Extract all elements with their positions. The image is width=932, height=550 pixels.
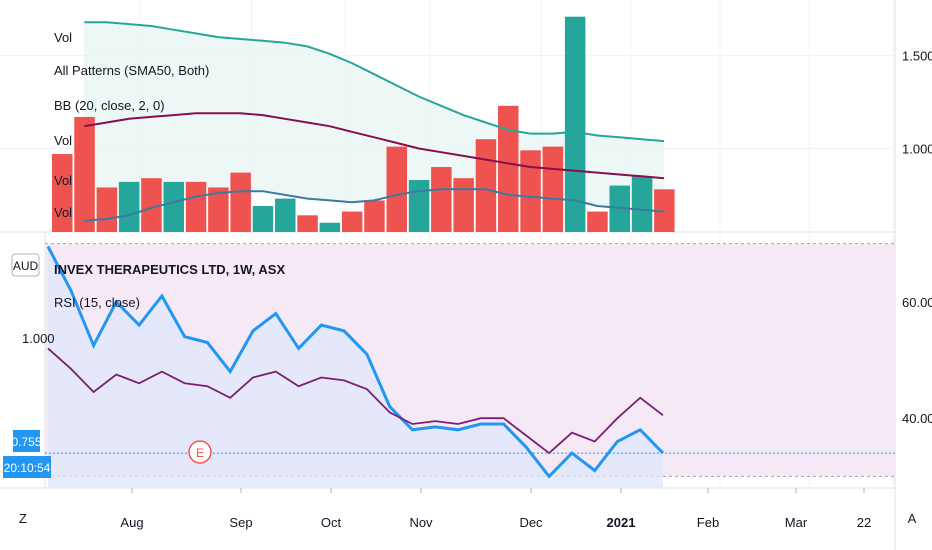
x-tick-6: Feb bbox=[697, 515, 719, 530]
volume-bar-13 bbox=[341, 211, 363, 232]
x-tick-2: Oct bbox=[321, 515, 342, 530]
volume-bar-22 bbox=[542, 146, 564, 232]
volume-bar-12 bbox=[319, 222, 341, 232]
y-tick-left-0: 1.000 bbox=[22, 331, 55, 346]
y-tick-bottom-1: 40.00 bbox=[902, 411, 932, 426]
bollinger-basis-line bbox=[84, 112, 665, 180]
volume-bar-26 bbox=[631, 176, 653, 232]
volume-bar-14 bbox=[364, 200, 385, 232]
x-tick-5: 2021 bbox=[607, 515, 636, 530]
bollinger-upper-line bbox=[84, 21, 665, 143]
bottom-legend: INVEX THERAPEUTICS LTD, 1W, ASX RSI (15,… bbox=[54, 262, 285, 310]
earnings-marker-letter: E bbox=[196, 446, 204, 460]
volume-bar-20 bbox=[498, 105, 519, 232]
legend-symbol[interactable]: INVEX THERAPEUTICS LTD, 1W, ASX bbox=[54, 262, 285, 277]
volume-bar-8 bbox=[230, 172, 251, 232]
volume-bar-17 bbox=[431, 167, 452, 232]
price-line bbox=[46, 245, 665, 479]
auto-scale-button[interactable]: A bbox=[908, 511, 917, 526]
bollinger-band-fill bbox=[84, 22, 665, 221]
volume-bar-9 bbox=[252, 206, 274, 232]
bollinger-lower-line bbox=[84, 188, 665, 222]
volume-bar-2 bbox=[96, 187, 118, 232]
legend-all-patterns[interactable]: All Patterns (SMA50, Both) bbox=[54, 63, 209, 78]
y-tick-top-0: 1.500 bbox=[902, 49, 932, 64]
volume-bar-21 bbox=[520, 150, 541, 232]
price-tag-time-bg bbox=[3, 456, 51, 478]
currency-badge[interactable]: AUD bbox=[11, 253, 40, 277]
volume-pane bbox=[52, 16, 675, 233]
rsi-line bbox=[47, 347, 664, 455]
volume-bar-15 bbox=[386, 146, 407, 232]
volume-bar-3 bbox=[118, 181, 140, 232]
price-area-fill bbox=[48, 246, 663, 488]
legend-vol-2[interactable]: Vol bbox=[54, 133, 72, 148]
earnings-marker[interactable]: E bbox=[188, 440, 212, 464]
y-tick-top-1: 1.000 bbox=[902, 141, 932, 156]
volume-bar-27 bbox=[654, 189, 675, 232]
volume-bar-11 bbox=[297, 215, 318, 232]
volume-bars bbox=[52, 16, 675, 233]
volume-bar-18 bbox=[453, 178, 474, 232]
currency-badge-box bbox=[11, 253, 40, 277]
top-legend: Vol All Patterns (SMA50, Both) BB (20, c… bbox=[54, 30, 209, 220]
zoom-corner-button[interactable]: Z bbox=[19, 511, 27, 526]
legend-vol-3[interactable]: Vol bbox=[54, 173, 72, 188]
y-tick-bottom-0: 60.00 bbox=[902, 295, 932, 310]
earnings-marker-circle bbox=[188, 440, 212, 464]
price-tag-value: 0.755 bbox=[11, 435, 41, 449]
volume-bar-1 bbox=[74, 116, 95, 232]
y-axis-right-top[interactable]: 1.500 1.000 bbox=[902, 49, 932, 157]
volume-bar-24 bbox=[587, 211, 608, 232]
volume-bar-7 bbox=[208, 187, 229, 232]
volume-bar-0 bbox=[52, 154, 73, 232]
volume-bar-16 bbox=[408, 180, 430, 232]
x-tick-1: Sep bbox=[229, 515, 252, 530]
legend-bollinger[interactable]: BB (20, close, 2, 0) bbox=[54, 98, 165, 113]
x-axis[interactable]: Aug Sep Oct Nov Dec 2021 Feb Mar 22 bbox=[120, 488, 871, 530]
volume-bar-6 bbox=[185, 181, 207, 232]
y-axis-right-bottom[interactable]: 60.00 40.00 bbox=[902, 295, 932, 426]
volume-bar-5 bbox=[163, 181, 184, 232]
x-tick-3: Nov bbox=[409, 515, 433, 530]
x-tick-7: Mar bbox=[785, 515, 808, 530]
x-tick-8: 22 bbox=[857, 515, 871, 530]
rsi-pane bbox=[45, 243, 895, 488]
price-tag-value-bg bbox=[13, 430, 40, 452]
y-axis-left-bottom[interactable]: 1.000 bbox=[22, 331, 55, 346]
volume-bar-10 bbox=[275, 198, 296, 232]
price-tag-time: 20:10:54 bbox=[4, 461, 51, 475]
x-tick-0: Aug bbox=[120, 515, 143, 530]
x-tick-4: Dec bbox=[519, 515, 543, 530]
legend-rsi[interactable]: RSI (15, close) bbox=[54, 295, 140, 310]
volume-bar-19 bbox=[475, 139, 497, 232]
currency-badge-text: AUD bbox=[13, 259, 39, 273]
price-tag: 0.755 20:10:54 bbox=[3, 430, 51, 478]
volume-bar-4 bbox=[141, 178, 162, 232]
volume-bar-23 bbox=[564, 16, 586, 233]
legend-vol-1[interactable]: Vol bbox=[54, 30, 72, 45]
legend-vol-4[interactable]: Vol bbox=[54, 205, 72, 220]
